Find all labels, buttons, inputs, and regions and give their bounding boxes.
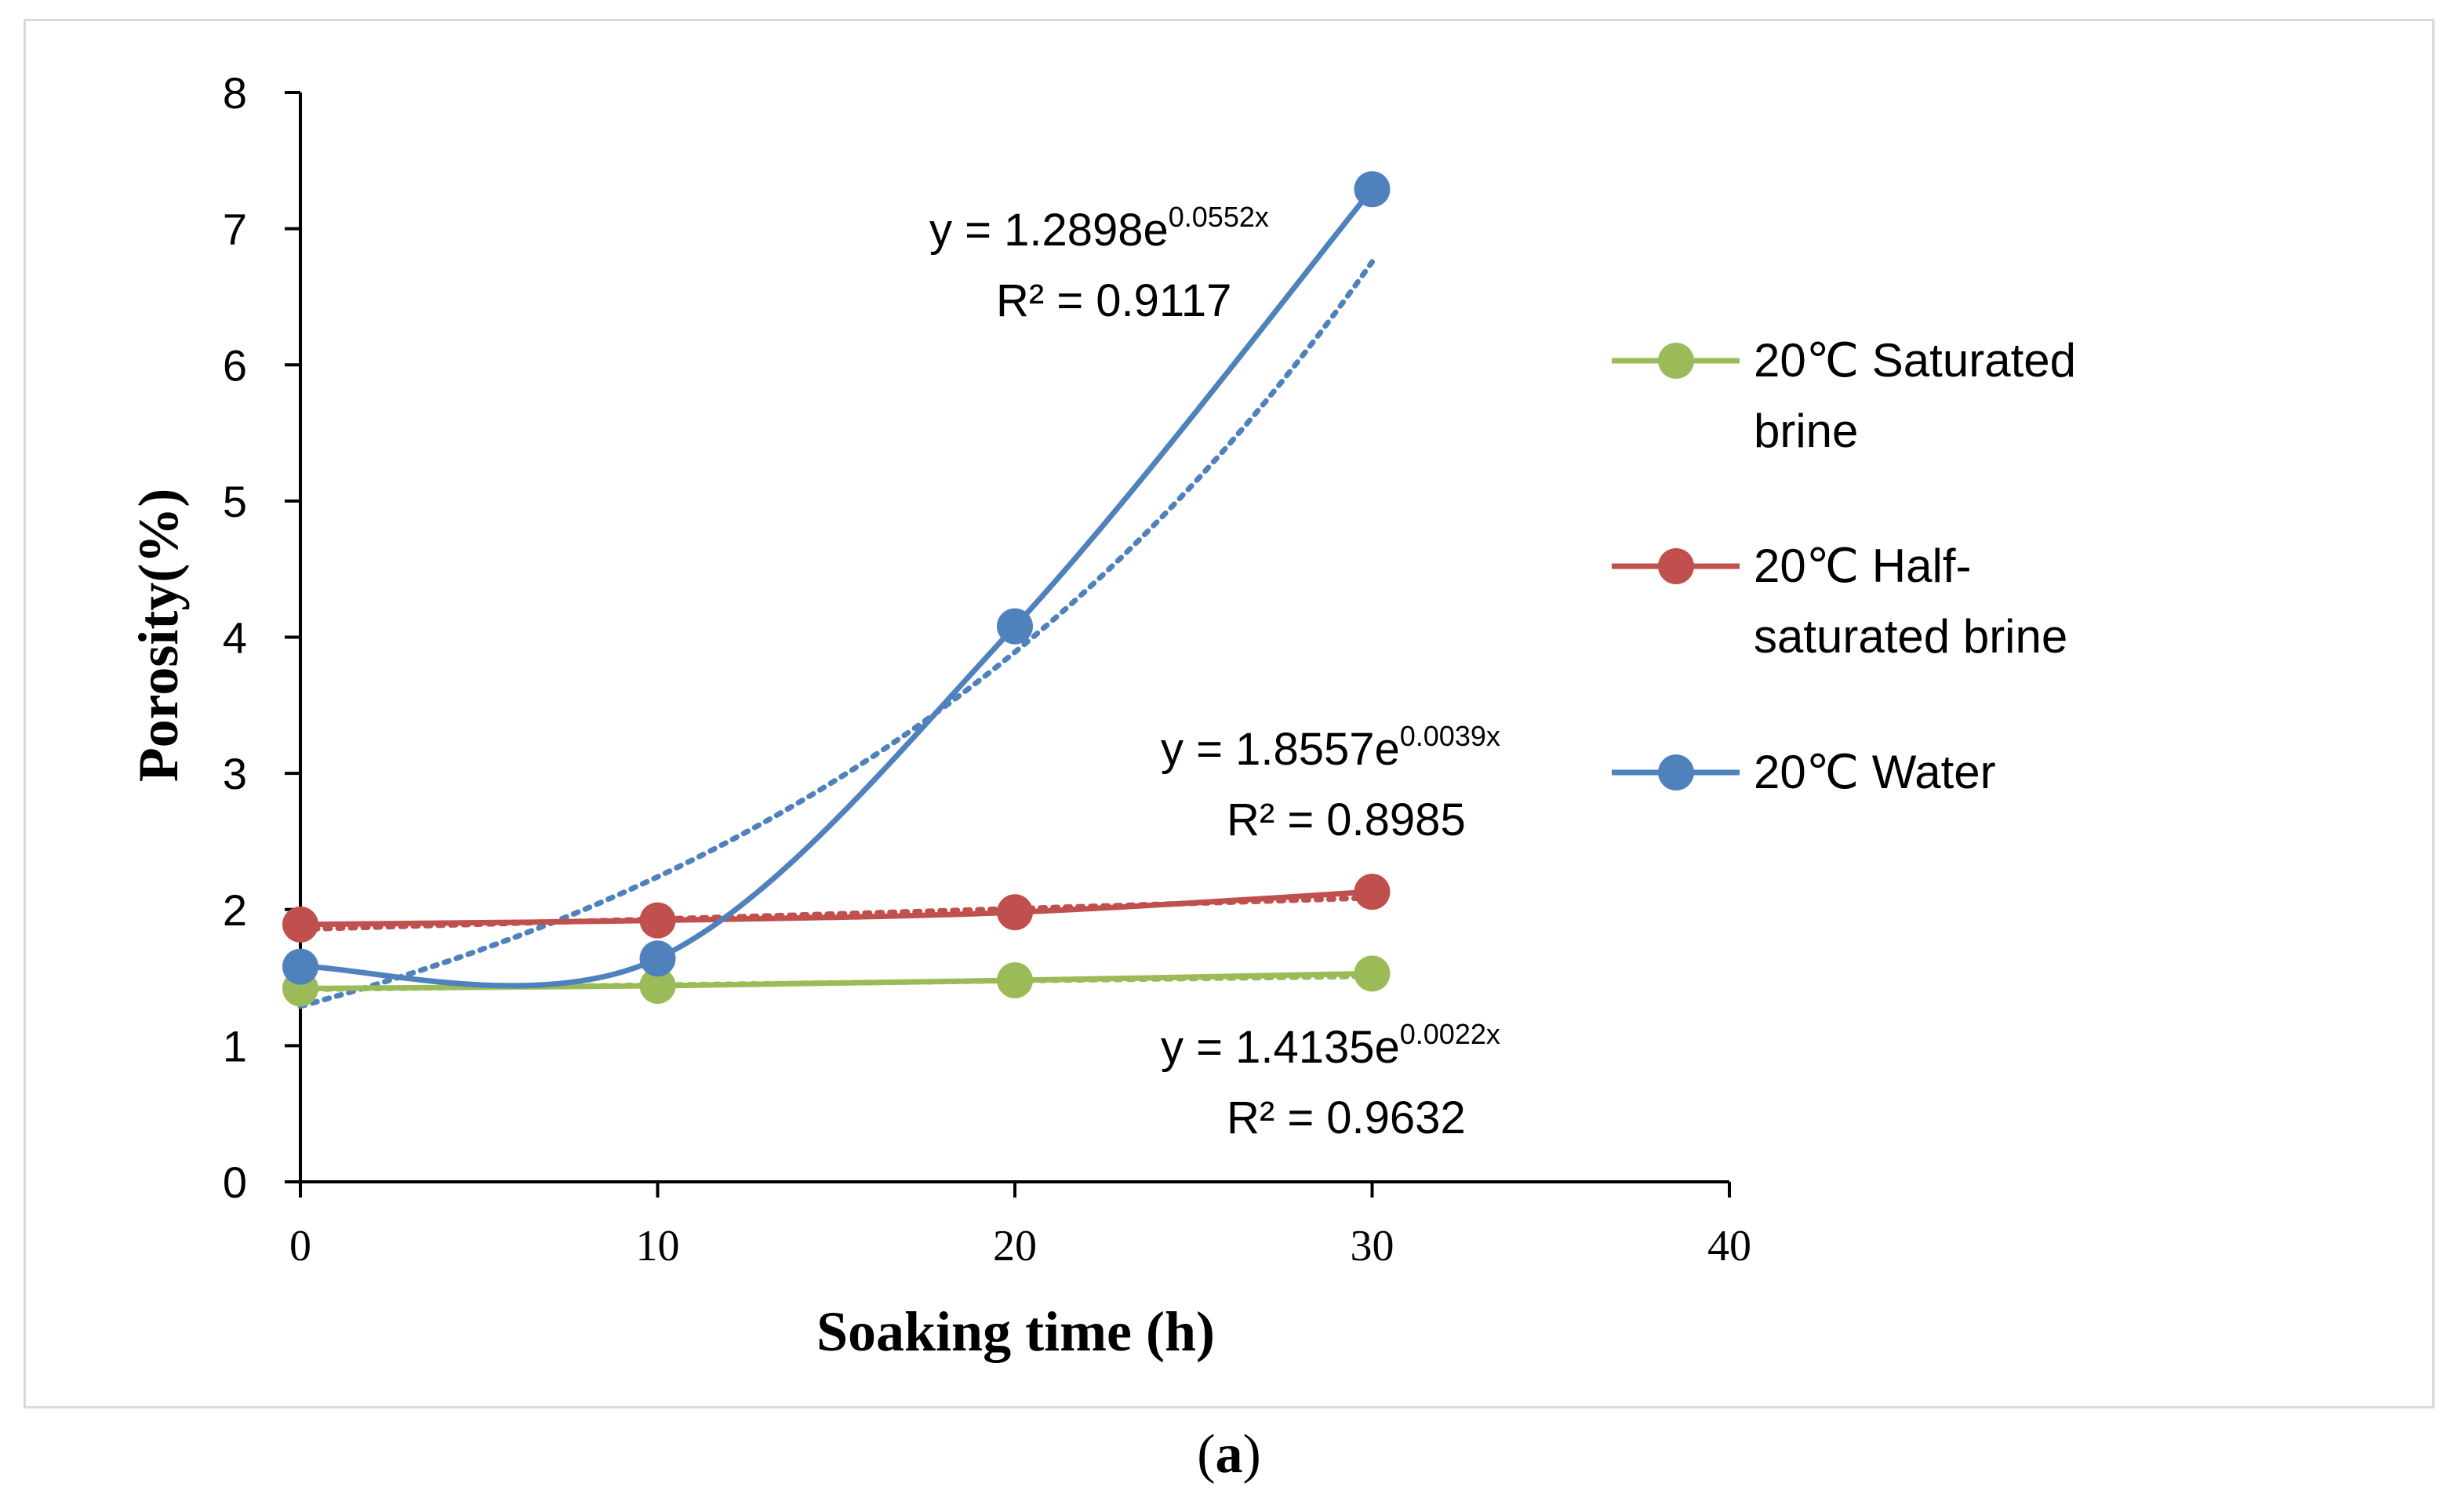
legend-label-half-saturated-2: saturated brine xyxy=(1754,610,2067,663)
data-point-water-10 xyxy=(639,940,676,977)
data-point-water-20 xyxy=(997,608,1033,645)
markers xyxy=(282,171,1391,1007)
equation-saturated: y = 1.4135e0.0022x xyxy=(1161,1018,1500,1073)
series-lines xyxy=(300,187,1375,991)
series-line-half-saturated xyxy=(300,889,1373,928)
y-tick-label: 6 xyxy=(223,340,247,390)
x-tick-label: 10 xyxy=(636,1222,680,1270)
legend-label-saturated-1: 20℃ Saturated xyxy=(1754,334,2076,387)
subfigure-caption: (a) xyxy=(1197,1424,1261,1485)
legend-marker-saturated xyxy=(1658,343,1694,379)
x-tick-label: 0 xyxy=(289,1222,311,1270)
data-point-water-30 xyxy=(1354,171,1391,208)
data-point-saturated-10 xyxy=(639,967,676,1004)
r2-water: R² = 0.9117 xyxy=(996,275,1231,326)
legend-label-saturated-2: brine xyxy=(1754,405,1858,457)
series-line-water xyxy=(300,187,1375,989)
data-point-saturated-20 xyxy=(997,962,1033,999)
data-point-water-0 xyxy=(282,948,318,985)
r2-saturated: R² = 0.9632 xyxy=(1227,1092,1466,1143)
y-tick-label: 8 xyxy=(223,68,247,118)
data-point-saturated-30 xyxy=(1354,955,1391,992)
x-axis-title: Soaking time (h) xyxy=(816,1300,1215,1363)
chart-frame xyxy=(24,19,2434,1408)
x-tick-label: 30 xyxy=(1351,1222,1394,1270)
r2-half-saturated: R² = 0.8985 xyxy=(1227,794,1466,845)
legend-label-water: 20℃ Water xyxy=(1754,746,1996,798)
y-tick-label: 3 xyxy=(223,749,247,798)
y-tick-label: 2 xyxy=(223,885,247,935)
trendline-water xyxy=(297,259,1375,1009)
y-tick-label: 7 xyxy=(223,205,247,254)
y-tick-label: 5 xyxy=(223,477,247,526)
data-point-half-saturated-0 xyxy=(282,906,318,943)
y-tick-label: 1 xyxy=(223,1021,247,1070)
series-line-saturated xyxy=(300,970,1373,991)
trendlines xyxy=(297,259,1375,1009)
legend-label-half-saturated-1: 20℃ Half- xyxy=(1754,540,1971,592)
legend-marker-water xyxy=(1658,754,1694,791)
y-tick-label: 0 xyxy=(223,1158,247,1207)
legend: 20℃ Saturated brine 20℃ Half- saturated … xyxy=(1612,334,2076,798)
data-point-half-saturated-10 xyxy=(639,902,676,939)
x-tick-label: 40 xyxy=(1707,1222,1751,1270)
data-point-half-saturated-30 xyxy=(1354,874,1391,910)
equation-half-saturated: y = 1.8557e0.0039x xyxy=(1161,720,1500,775)
x-tick-label: 20 xyxy=(993,1222,1037,1270)
data-point-half-saturated-20 xyxy=(997,894,1033,931)
legend-marker-half-saturated xyxy=(1658,548,1694,584)
equation-water: y = 1.2898e0.0552x xyxy=(929,201,1269,256)
y-axis-title: Porosity(%) xyxy=(127,489,190,783)
y-tick-label: 4 xyxy=(223,613,247,663)
